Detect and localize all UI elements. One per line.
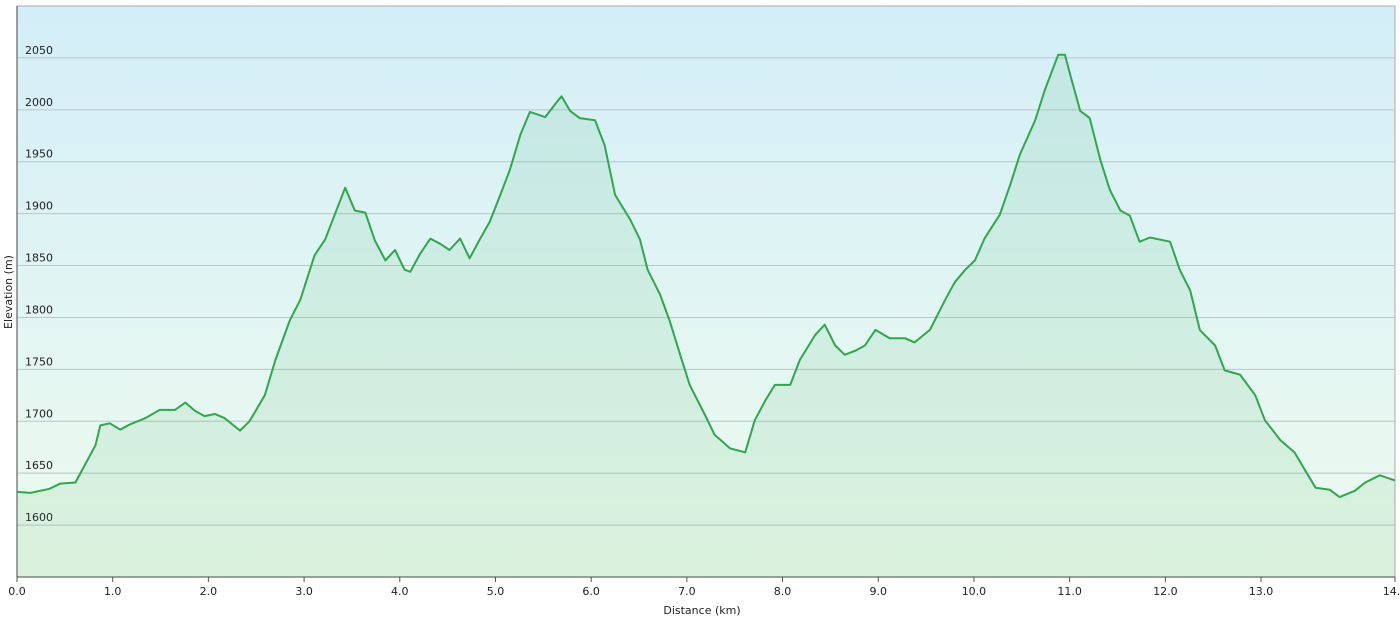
plot-area <box>16 5 1396 578</box>
x-tick-label: 5.0 <box>487 585 505 598</box>
x-tick-label: 14.4 <box>1383 585 1400 598</box>
y-tick-label: 1800 <box>25 303 53 316</box>
y-tick-label: 1700 <box>25 407 53 420</box>
x-tick-label: 0.0 <box>8 585 26 598</box>
x-tick-label: 9.0 <box>870 585 888 598</box>
x-tick-label: 6.0 <box>582 585 600 598</box>
x-axis-label: Distance (km) <box>663 604 740 617</box>
y-tick-label: 1650 <box>25 459 53 472</box>
elevation-line <box>16 53 1396 499</box>
x-tick-label: 8.0 <box>774 585 792 598</box>
x-tick-label: 13.0 <box>1249 585 1274 598</box>
y-tick-label: 1850 <box>25 252 53 265</box>
y-axis-label: Elevation (m) <box>2 255 15 329</box>
y-tick-label: 2000 <box>25 96 53 109</box>
y-tick-label: 1900 <box>25 200 53 213</box>
x-tick-label: 2.0 <box>200 585 218 598</box>
y-tick-label: 1750 <box>25 355 53 368</box>
x-tick-label: 1.0 <box>104 585 122 598</box>
x-tick-label: 12.0 <box>1153 585 1178 598</box>
x-tick-label: 3.0 <box>295 585 313 598</box>
x-tick-label: 10.0 <box>962 585 987 598</box>
x-tick-label: 7.0 <box>678 585 696 598</box>
x-tick-label: 11.0 <box>1057 585 1082 598</box>
y-tick-label: 1950 <box>25 148 53 161</box>
y-tick-label: 2050 <box>25 44 53 57</box>
area <box>17 54 1395 578</box>
y-tick-label: 1600 <box>25 511 53 524</box>
x-tick-label: 4.0 <box>391 585 409 598</box>
